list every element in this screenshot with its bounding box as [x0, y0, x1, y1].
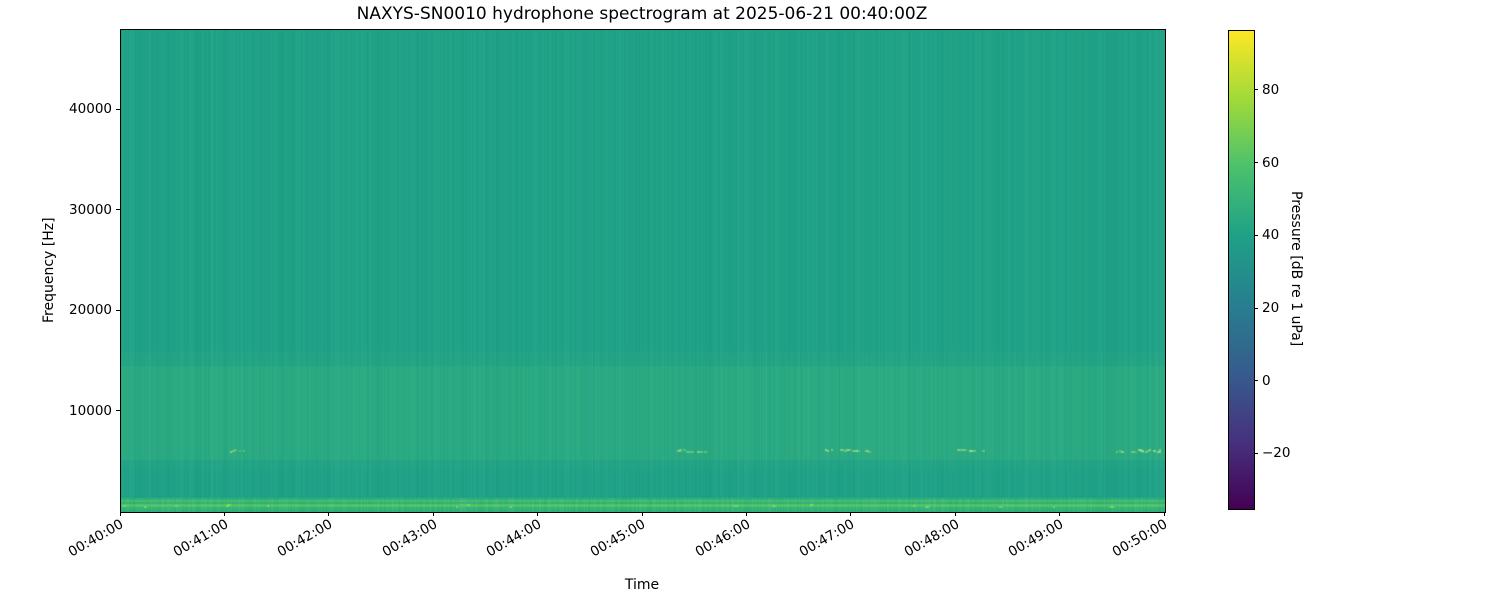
x-tick-label-text: 00:45:00 — [587, 516, 649, 561]
y-tick-label: 30000 — [69, 201, 112, 218]
x-axis-label: Time — [624, 577, 660, 593]
x-tick-mark — [850, 512, 852, 516]
x-tick-mark — [1059, 512, 1061, 516]
plot-area — [120, 29, 1166, 513]
x-tick-label-text: 00:42:00 — [274, 516, 336, 561]
colorbar-tick-mark — [1254, 380, 1258, 382]
x-tick-mark — [745, 512, 747, 516]
colorbar-tick-label: 20 — [1262, 300, 1280, 317]
y-tick-mark — [116, 108, 120, 110]
x-tick-label-text: 00:43:00 — [379, 516, 440, 561]
x-tick-label-text: 00:41:00 — [170, 516, 231, 561]
x-tick-label-text: 00:40:00 — [65, 516, 127, 561]
x-tick-mark — [641, 512, 643, 516]
colorbar-tick-label: 40 — [1262, 227, 1280, 244]
colorbar — [1228, 30, 1255, 510]
colorbar-tick-label: −20 — [1262, 445, 1291, 462]
y-tick-label: 20000 — [69, 302, 112, 319]
colorbar-tick-mark — [1254, 307, 1258, 309]
y-axis-label: Frequency [Hz] — [41, 217, 57, 323]
x-tick-mark — [223, 512, 225, 516]
spectrogram-heatmap — [121, 30, 1165, 512]
x-tick-label-text: 00:44:00 — [483, 516, 545, 561]
y-tick-mark — [116, 309, 120, 311]
y-tick-mark — [116, 209, 120, 211]
x-tick-label-text: 00:48:00 — [901, 516, 962, 561]
x-tick-label-text: 00:47:00 — [796, 516, 858, 561]
y-tick-label: 10000 — [69, 402, 112, 419]
chart-title: NAXYS-SN0010 hydrophone spectrogram at 2… — [356, 4, 928, 24]
x-tick-mark — [432, 512, 434, 516]
colorbar-tick-mark — [1254, 452, 1258, 454]
colorbar-tick-mark — [1254, 162, 1258, 164]
colorbar-tick-label: 80 — [1262, 81, 1280, 98]
colorbar-label: Pressure [dB re 1 uPa] — [1288, 191, 1304, 347]
x-tick-mark — [954, 512, 956, 516]
x-tick-label-text: 00:46:00 — [692, 516, 753, 561]
colorbar-tick-mark — [1254, 234, 1258, 236]
x-tick-label-text: 00:49:00 — [1005, 516, 1067, 561]
x-tick-mark — [1163, 512, 1165, 516]
x-tick-mark — [119, 512, 121, 516]
colorbar-tick-label: 0 — [1262, 372, 1271, 389]
colorbar-tick-label: 60 — [1262, 154, 1280, 171]
x-tick-mark — [328, 512, 330, 516]
x-tick-mark — [537, 512, 539, 516]
y-tick-mark — [116, 410, 120, 412]
colorbar-tick-mark — [1254, 89, 1258, 91]
y-tick-label: 40000 — [69, 101, 112, 118]
x-tick-label-text: 00:50:00 — [1109, 516, 1171, 561]
